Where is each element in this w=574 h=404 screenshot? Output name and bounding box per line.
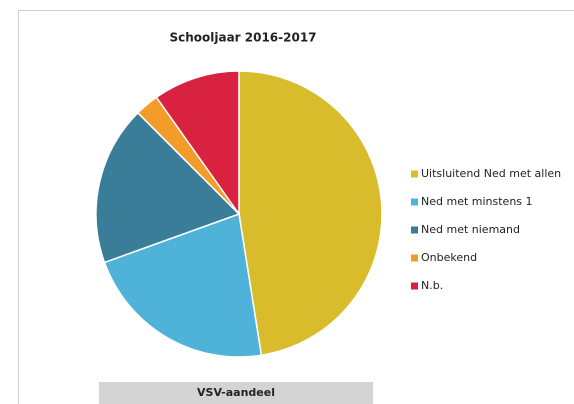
pie-slice [155, 70, 240, 217]
pie-slice [103, 212, 263, 358]
chart-title: Schooljaar 2016-2017 [169, 31, 316, 45]
pie-slice [238, 70, 383, 357]
pie-slice [95, 111, 241, 264]
legend-swatch [411, 226, 418, 234]
footer-bar [99, 382, 373, 404]
legend-swatch [411, 282, 418, 290]
legend-label: Ned met minstens 1 [421, 195, 533, 208]
legend-swatch [411, 198, 418, 206]
legend-label: Uitsluitend Ned met allen [421, 167, 561, 180]
legend-swatch [411, 170, 418, 178]
footer-label: VSV-aandeel [197, 386, 275, 399]
legend-label: Onbekend [421, 251, 477, 264]
legend-swatch [411, 254, 418, 262]
legend-label: Ned met niemand [421, 223, 520, 236]
legend-label: N.b. [421, 279, 443, 292]
